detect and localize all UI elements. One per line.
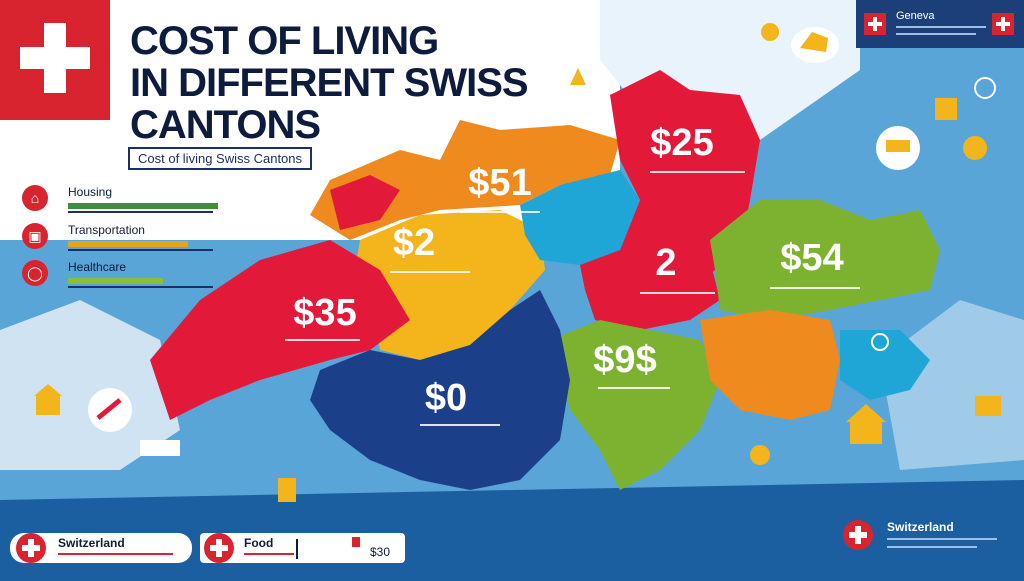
mini-flag-left [864, 13, 886, 35]
top-right-line-1 [896, 26, 986, 28]
health-icon: ◯ [22, 260, 48, 286]
region-east-teal[interactable] [840, 330, 930, 400]
bottom-right-line-1 [887, 538, 997, 540]
legend-transportation[interactable]: ▣ Transportation [18, 223, 213, 259]
car-icon: ▣ [22, 223, 48, 249]
legend-housing-underline [68, 211, 213, 213]
region-4-value: 2 [655, 242, 676, 284]
region-8[interactable] [310, 290, 570, 490]
bottom-middle-marker [352, 537, 360, 547]
region-1[interactable] [310, 120, 620, 240]
region-6-value: $35 [293, 292, 356, 334]
legend-transportation-underline [68, 249, 213, 251]
region-6[interactable] [150, 240, 410, 420]
swiss-flag [0, 0, 110, 120]
bottom-right-title: Switzerland [887, 520, 954, 534]
legend-housing-label: Housing [68, 185, 113, 199]
bottle-icon [278, 478, 296, 502]
mountain-right [880, 300, 1024, 470]
decorative-icons [34, 23, 1001, 502]
bottom-middle-value: $30 [370, 545, 391, 559]
bottom-right-line-2 [887, 546, 977, 548]
legend-transportation-label: Transportation [68, 223, 145, 237]
legend-healthcare-underline [68, 286, 213, 288]
region-orange-east[interactable] [700, 310, 840, 420]
clock-icon [974, 77, 996, 99]
bag-icon [963, 136, 987, 160]
chalet-icon [850, 420, 882, 444]
mountain-left [0, 300, 180, 470]
legend-healthcare-bar [68, 278, 163, 284]
swiss-circle-flag-left [16, 533, 46, 563]
title-block: COST OF LIVING IN DIFFERENT SWISS CANTON… [130, 19, 529, 147]
region-2-value: $25 [650, 122, 713, 164]
house-icon-map [36, 395, 60, 415]
legend-housing[interactable]: ⌂ Housing [18, 185, 218, 221]
title-line-1: COST OF LIVING [130, 19, 439, 63]
legend-healthcare[interactable]: ◯ Healthcare [18, 260, 213, 296]
bottom-middle-divider [296, 539, 298, 559]
bottom-middle-line [244, 553, 294, 555]
house-icon: ⌂ [22, 185, 48, 211]
subtitle-box: Cost of living Swiss Cantons [128, 147, 313, 170]
coin-icon [761, 23, 779, 41]
tree-icon [570, 68, 586, 85]
top-right-label: Geneva [896, 10, 935, 22]
legend-transportation-bar [68, 241, 188, 247]
title-line-2: IN DIFFERENT SWISS [130, 61, 529, 105]
region-8-value: $0 [425, 377, 467, 419]
title-line-3: CANTONS [130, 103, 321, 147]
region-7-value: $9$ [593, 339, 656, 381]
legend-healthcare-label: Healthcare [68, 260, 127, 274]
top-right-line-2 [896, 33, 976, 35]
region-5[interactable] [710, 200, 940, 320]
bottom-middle-card[interactable]: Food $30 [200, 533, 405, 563]
hut-icon [975, 396, 1001, 416]
bus-icon [140, 440, 180, 456]
region-1-value: $51 [468, 162, 531, 204]
bottom-left-card[interactable]: Switzerland [10, 533, 192, 563]
bottom-left-title: Switzerland [58, 536, 125, 550]
region-5-value: $54 [780, 237, 843, 279]
region-3-value: $2 [393, 222, 435, 264]
pin-icon [871, 333, 889, 351]
mini-flag-right [992, 13, 1014, 35]
shopping-icon [935, 98, 957, 120]
top-right-panel: Geneva [856, 0, 1024, 48]
bottom-left-line [58, 553, 173, 555]
legend-housing-bar [68, 203, 218, 209]
bottom-middle-title: Food [244, 536, 274, 550]
region-north-red[interactable] [330, 175, 400, 230]
region-teal[interactable] [520, 170, 640, 265]
bottom-right-card[interactable]: Switzerland [835, 512, 1005, 558]
region-7[interactable] [550, 320, 720, 490]
swiss-circle-flag-right [843, 520, 873, 550]
lamp-icon [750, 445, 770, 465]
region-caption-lines [285, 171, 860, 426]
region-4[interactable] [580, 240, 720, 330]
swiss-circle-flag-middle [204, 533, 234, 563]
